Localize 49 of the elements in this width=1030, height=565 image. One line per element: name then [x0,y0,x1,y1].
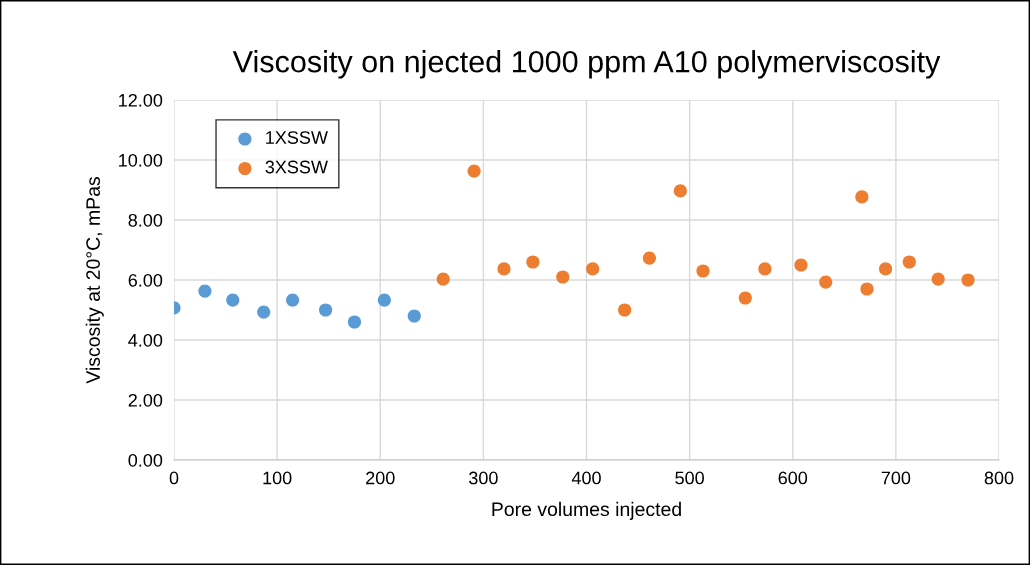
point [819,275,833,289]
point [586,262,600,276]
legend-label: 1XSSW [266,131,328,144]
point [377,293,391,307]
point [931,272,945,286]
x-tick-label: 100 [263,471,292,485]
point [642,251,656,265]
point [738,291,752,305]
point [855,190,869,204]
y-tick-label: 12.00 [119,93,163,107]
point [407,309,421,323]
point [878,262,893,276]
point [526,255,540,269]
point [198,284,212,298]
point [257,305,271,319]
x-tick-label: 600 [778,471,808,485]
point [556,270,570,284]
point [860,282,874,296]
x-tick-label: 400 [571,471,601,485]
point [758,262,772,276]
point [347,315,362,329]
point [436,272,450,286]
point [226,293,240,307]
point [673,184,687,198]
x-tick-label: 700 [881,471,911,485]
legend-label: 3XSSW [265,160,328,174]
point [286,293,300,307]
chart-title: Viscosity on njected 1000 ppm A10 polymerviscosity [232,50,941,79]
point [618,303,632,317]
y-tick-label: 10.00 [119,153,163,167]
x-tick-label: 800 [984,471,1014,485]
x-axis-title: Pore volumes injected [492,501,681,520]
y-tick-label: 2.00 [128,393,163,407]
y-tick-label: 8.00 [128,213,163,227]
y-tick-label: 0.00 [128,453,163,467]
point [961,273,975,287]
point [902,255,916,269]
y-axis-title: Viscosity at 20°C, mPas [85,177,104,384]
x-tick-label: 500 [675,471,704,485]
point [696,264,710,278]
x-tick-label: 300 [469,471,498,485]
point [497,262,511,276]
y-tick-label: 6.00 [128,273,163,287]
point [794,258,808,272]
y-tick-label: 4.00 [128,333,163,347]
x-tick-label: 0 [169,471,179,485]
point [467,164,481,178]
point [319,303,333,317]
x-tick-label: 200 [366,471,395,485]
